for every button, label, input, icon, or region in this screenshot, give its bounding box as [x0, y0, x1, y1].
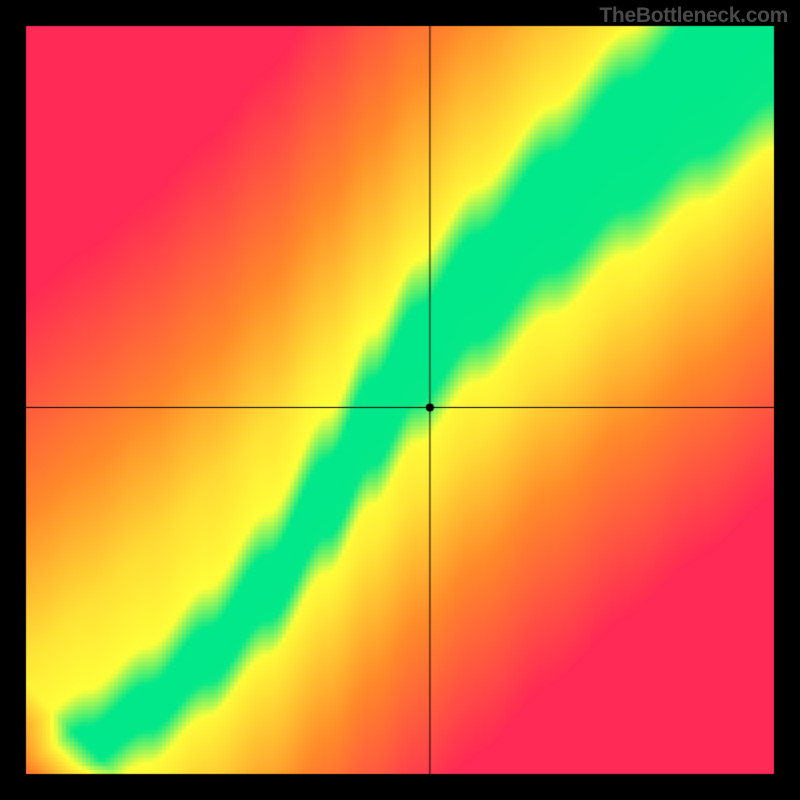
chart-container: TheBottleneck.com — [0, 0, 800, 800]
watermark-text: TheBottleneck.com — [599, 4, 788, 28]
bottleneck-heatmap — [0, 0, 800, 800]
